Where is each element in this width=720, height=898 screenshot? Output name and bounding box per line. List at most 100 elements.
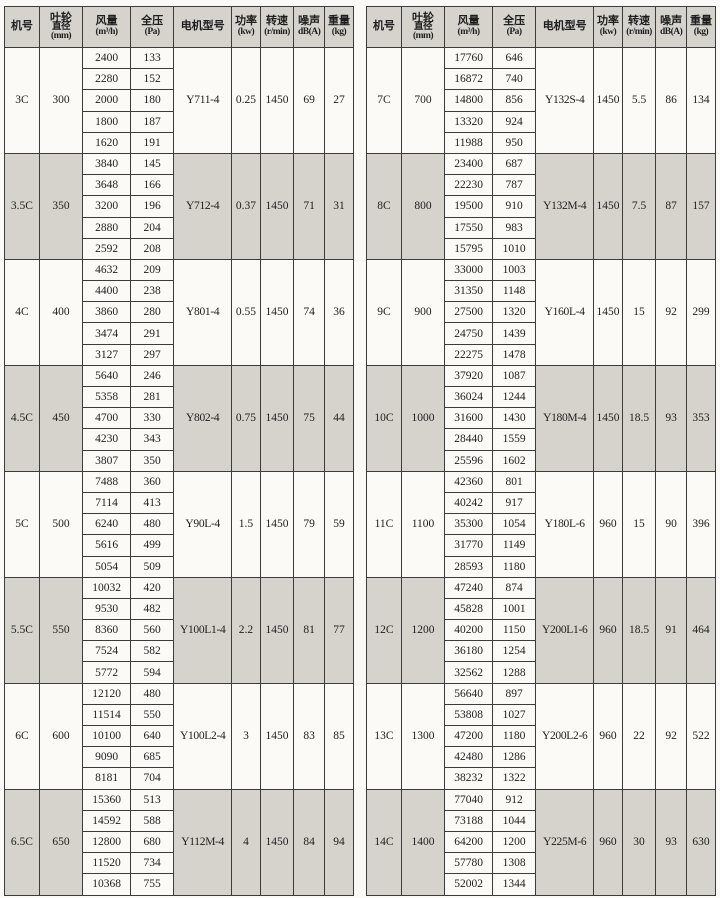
spec-row: 6C 600 12120 480 Y100L2-4 3 1450 83 85 xyxy=(4,682,355,790)
air-flow-cell: 15795 xyxy=(444,237,493,260)
total-pressure-cell: 646 xyxy=(491,46,537,70)
total-pressure-cell: 734 xyxy=(129,852,175,875)
air-flow-cell: 10100 xyxy=(82,724,131,748)
spec-row: 3648 166 xyxy=(5,174,354,197)
air-flow-cell: 73188 xyxy=(444,809,493,832)
air-flow-cell: 28593 xyxy=(444,555,493,578)
weight-cell: 464 xyxy=(685,576,717,684)
air-flow-cell: 57780 xyxy=(444,852,493,875)
motor-model-cell: Y112M-4 xyxy=(173,788,233,896)
spec-row: 5616 499 xyxy=(5,534,354,557)
impeller-diameter-cell: 300 xyxy=(38,47,84,154)
noise-cell: 81 xyxy=(293,576,325,684)
spec-table-right: 机号 叶轮 直径 (mm) 风量 (m³/h) 全压 (Pa) 电机型号 功率 (kw) 转速 (r/m… xyxy=(366,6,717,896)
air-flow-cell: 53808 xyxy=(444,703,493,727)
air-flow-cell: 23400 xyxy=(444,152,493,176)
total-pressure-cell: 1288 xyxy=(491,661,537,684)
spec-row: 38232 1322 xyxy=(367,767,716,790)
total-pressure-cell: 1001 xyxy=(491,597,537,621)
spec-row: 14592 588 xyxy=(5,809,354,832)
spec-row: 12800 680 xyxy=(5,830,354,854)
total-pressure-cell: 560 xyxy=(129,619,175,642)
spec-row: 45828 1001 xyxy=(367,597,716,621)
total-pressure-cell: 480 xyxy=(129,682,175,705)
spec-table-left: 机号 叶轮 直径 (mm) 风量 (m³/h) 全压 (Pa) 电机型号 功率 (kw) 转速 (r/m… xyxy=(4,6,355,896)
air-flow-cell: 10368 xyxy=(82,873,131,896)
header-label: 功率 xyxy=(234,15,257,28)
speed-cell: 1450 xyxy=(259,258,295,366)
speed-cell: 1450 xyxy=(259,152,295,260)
spec-row: 2000 180 xyxy=(5,89,354,112)
spec-row: 31770 1149 xyxy=(367,534,716,557)
total-pressure-cell: 1478 xyxy=(491,343,537,366)
total-pressure-cell: 917 xyxy=(491,491,537,515)
spec-row: 36180 1254 xyxy=(367,640,716,663)
total-pressure-cell: 801 xyxy=(491,470,537,493)
power-cell: 4 xyxy=(231,788,261,896)
air-flow-cell: 11514 xyxy=(82,703,131,727)
motor-model-cell: Y180L-6 xyxy=(535,470,595,578)
motor-model-cell: Y132S-4 xyxy=(535,47,595,154)
total-pressure-cell: 238 xyxy=(129,280,175,303)
spec-row: 14C 1400 77040 912 Y225M-6 960 30 93 630 xyxy=(366,788,717,896)
column-header-noise: 噪声 dB(A) xyxy=(655,6,687,48)
noise-cell: 87 xyxy=(655,152,687,260)
spec-row: 57780 1308 xyxy=(367,852,716,875)
air-flow-cell: 1620 xyxy=(82,131,131,154)
spec-row: 7114 413 xyxy=(5,491,354,515)
spec-row: 10100 640 xyxy=(5,724,354,748)
column-header-speed: 转速 (r/min) xyxy=(621,6,657,48)
machine-no-cell: 11C xyxy=(366,470,402,578)
weight-cell: 134 xyxy=(685,47,717,154)
impeller-diameter-cell: 1200 xyxy=(400,576,446,684)
spec-row: 5358 281 xyxy=(5,385,354,409)
air-flow-cell: 2000 xyxy=(82,89,131,112)
air-flow-cell: 3860 xyxy=(82,301,131,324)
header-label: 噪声 xyxy=(298,15,321,28)
air-flow-cell: 11988 xyxy=(444,131,493,154)
air-flow-cell: 36024 xyxy=(444,385,493,409)
total-pressure-cell: 1430 xyxy=(491,407,537,430)
header-label: (r/min) xyxy=(626,26,652,37)
air-flow-cell: 33000 xyxy=(444,258,493,282)
air-flow-cell: 3474 xyxy=(82,322,131,345)
power-cell: 960 xyxy=(593,576,623,684)
column-header-power: 功率 (kw) xyxy=(593,6,623,48)
total-pressure-cell: 145 xyxy=(129,152,175,176)
machine-no-cell: 13C xyxy=(366,682,402,790)
spec-row: 8181 704 xyxy=(5,767,354,790)
header-label: (kg) xyxy=(331,26,347,37)
air-flow-cell: 13320 xyxy=(444,110,493,133)
noise-cell: 71 xyxy=(293,152,325,260)
air-flow-cell: 11520 xyxy=(82,852,131,875)
total-pressure-cell: 687 xyxy=(491,152,537,176)
machine-no-cell: 5C xyxy=(4,470,40,578)
total-pressure-cell: 208 xyxy=(129,237,175,260)
total-pressure-cell: 482 xyxy=(129,597,175,621)
motor-model-cell: Y801-4 xyxy=(173,258,233,366)
motor-model-cell: Y132M-4 xyxy=(535,152,595,260)
power-cell: 1.5 xyxy=(231,470,261,578)
noise-cell: 93 xyxy=(655,788,687,896)
air-flow-cell: 3807 xyxy=(82,449,131,472)
spec-row: 9530 482 xyxy=(5,597,354,621)
air-flow-cell: 45828 xyxy=(444,597,493,621)
air-flow-cell: 12120 xyxy=(82,682,131,705)
total-pressure-cell: 983 xyxy=(491,216,537,239)
total-pressure-cell: 1054 xyxy=(491,513,537,536)
total-pressure-cell: 594 xyxy=(129,661,175,684)
header-label: 噪声 xyxy=(660,15,683,28)
weight-cell: 353 xyxy=(685,364,717,472)
power-cell: 1450 xyxy=(593,47,623,154)
air-flow-cell: 17550 xyxy=(444,216,493,239)
spec-row: 14800 856 xyxy=(367,89,716,112)
air-flow-cell: 42360 xyxy=(444,470,493,493)
total-pressure-cell: 1044 xyxy=(491,809,537,832)
air-flow-cell: 22275 xyxy=(444,343,493,366)
header-label: 转速 xyxy=(266,15,289,28)
power-cell: 0.25 xyxy=(231,47,261,154)
header-label: (r/min) xyxy=(264,26,290,37)
spec-row: 28593 1180 xyxy=(367,555,716,578)
total-pressure-cell: 480 xyxy=(129,513,175,536)
air-flow-cell: 2400 xyxy=(82,46,131,70)
